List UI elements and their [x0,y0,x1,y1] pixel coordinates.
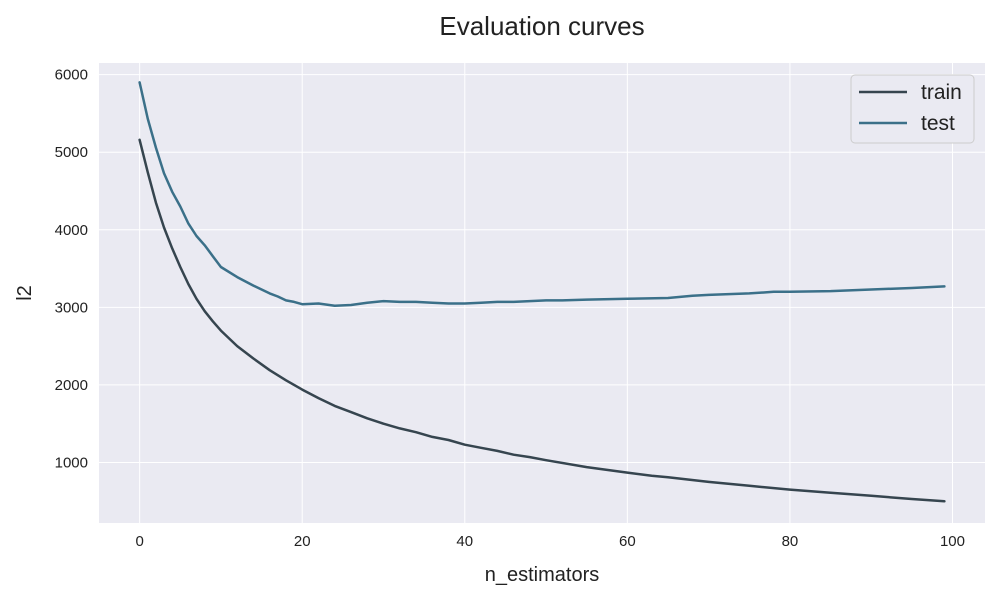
series-line-train [138,138,946,503]
x-tick-label: 60 [619,533,636,550]
series-lines [138,81,946,503]
legend-label-train: train [921,81,962,104]
y-tick-label: 1000 [55,454,88,471]
legend-label-test: test [921,112,955,135]
x-tick-label: 80 [782,533,799,550]
legend: train test [850,74,975,144]
plot-area [99,63,985,523]
x-tick-label: 0 [135,533,143,550]
x-axis-label: n_estimators [485,564,600,586]
tick-labels: 0 20 40 60 80 100 1000 2000 3000 4000 5000 6000 [55,67,965,550]
chart-title: Evaluation curves [439,11,644,41]
y-tick-label: 2000 [55,377,88,394]
y-tick-label: 4000 [55,222,88,239]
y-tick-label: 5000 [55,144,88,161]
y-axis-label: l2 [14,285,36,301]
x-tick-label: 20 [294,533,311,550]
x-tick-label: 100 [940,533,965,550]
x-tick-label: 40 [456,533,473,550]
series-line-test [138,81,946,308]
y-tick-label: 6000 [55,67,88,84]
y-tick-label: 3000 [55,299,88,316]
